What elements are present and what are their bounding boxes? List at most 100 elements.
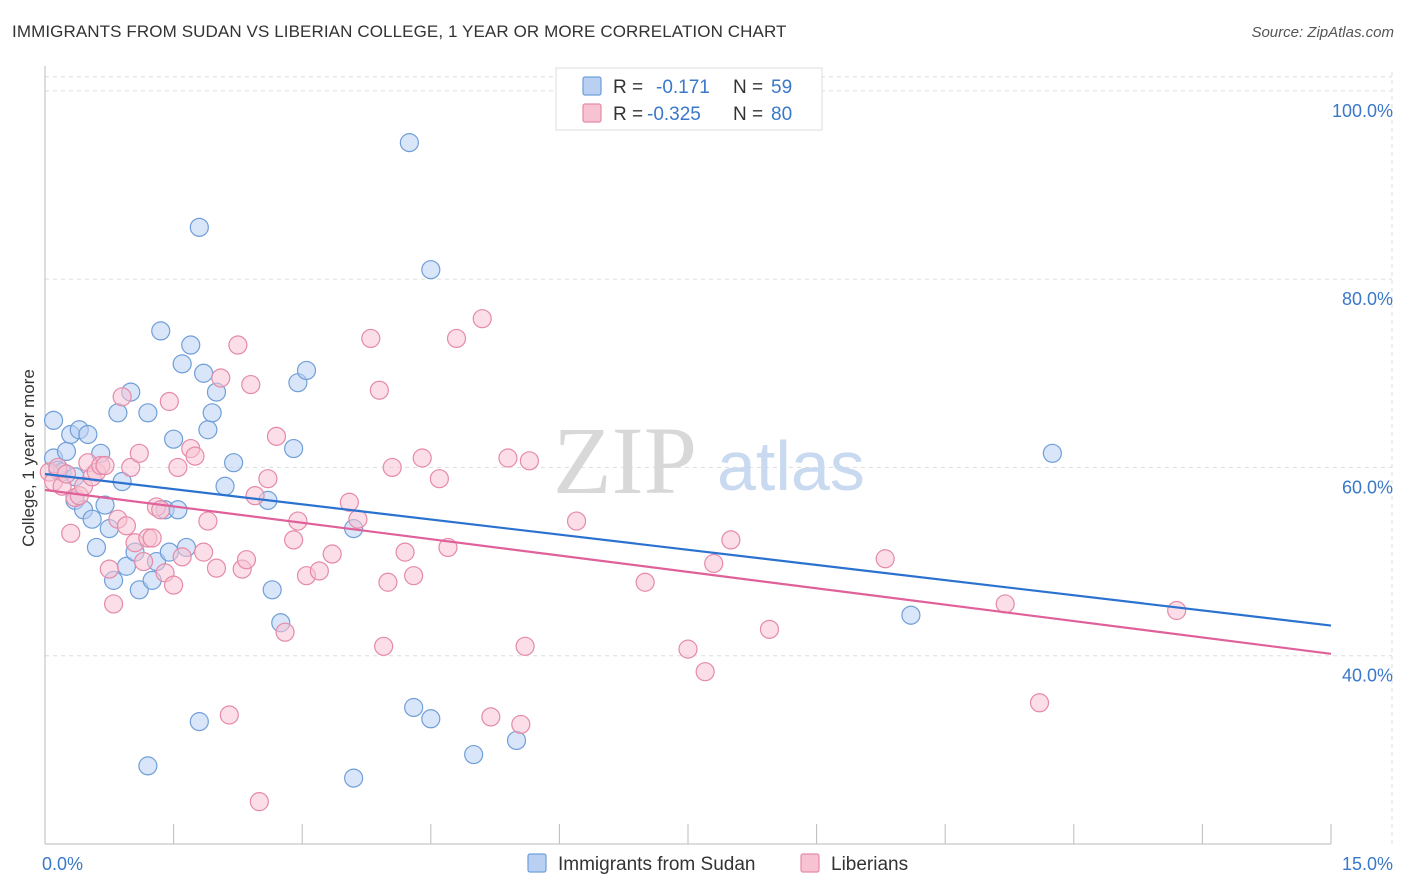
point-sudan <box>404 697 424 718</box>
legend-r-label-sudan: R = <box>613 77 643 98</box>
point-liberian <box>284 530 304 550</box>
grid-layer <box>45 72 1393 844</box>
point-liberian <box>112 387 132 407</box>
tick-label-layer: 40.0% 60.0% 80.0% 100.0% 0.0% 15.0% <box>42 101 1393 874</box>
point-liberian <box>228 335 248 355</box>
point-liberian <box>116 516 137 536</box>
point-liberian <box>1029 693 1050 713</box>
watermark: ZIP atlas <box>553 407 865 514</box>
point-liberian <box>164 575 184 595</box>
point-liberian <box>266 426 287 446</box>
top-legend: R = -0.171 N = 59 R = -0.325 N = 80 <box>555 67 823 131</box>
point-sudan <box>284 438 304 459</box>
point-sudan <box>189 217 209 237</box>
bottom-legend-label-liberian: Liberians <box>831 854 908 875</box>
point-liberian <box>566 511 587 531</box>
point-liberian <box>446 328 467 349</box>
point-sudan <box>181 335 201 355</box>
point-liberian <box>99 559 119 579</box>
point-sudan <box>138 756 158 776</box>
x-tick-label: 15.0% <box>1342 854 1393 874</box>
legend-n-value-liberian: 80 <box>771 104 792 125</box>
point-liberian <box>142 528 162 548</box>
point-sudan <box>296 360 317 381</box>
point-sudan <box>82 509 102 529</box>
bottom-legend: Immigrants from Sudan Liberians <box>527 853 908 875</box>
point-liberian <box>404 566 424 586</box>
legend-r-value-sudan: -0.171 <box>656 77 710 98</box>
watermark-atlas: atlas <box>717 427 865 505</box>
point-liberian <box>995 594 1015 614</box>
point-liberian <box>339 492 359 512</box>
point-sudan <box>78 424 98 445</box>
point-sudan <box>189 712 209 732</box>
point-liberian <box>395 542 415 562</box>
points-layer <box>39 133 1187 812</box>
y-tick-label: 80.0% <box>1342 289 1393 309</box>
point-liberian <box>121 457 141 478</box>
legend-r-label-liberian: R = <box>613 104 643 125</box>
point-liberian <box>759 619 780 639</box>
point-liberian <box>219 705 239 725</box>
point-sudan <box>421 260 441 280</box>
point-sudan <box>129 580 149 600</box>
point-liberian <box>194 542 214 562</box>
trend-layer <box>44 472 1332 655</box>
point-liberian <box>635 572 655 592</box>
point-liberian <box>56 464 77 484</box>
point-sudan <box>86 537 107 558</box>
point-liberian <box>236 550 257 570</box>
point-liberian <box>721 530 741 550</box>
point-liberian <box>704 553 724 574</box>
point-liberian <box>159 391 179 412</box>
point-liberian <box>133 551 154 572</box>
legend-r-value-liberian: -0.325 <box>647 104 701 125</box>
point-liberian <box>275 622 295 642</box>
point-sudan <box>194 363 214 383</box>
point-sudan <box>421 709 441 729</box>
bottom-legend-swatch-liberian <box>800 853 820 873</box>
point-sudan <box>151 321 171 341</box>
point-sudan <box>168 500 188 520</box>
point-liberian <box>61 523 81 543</box>
point-liberian <box>472 309 492 329</box>
point-liberian <box>382 457 402 478</box>
point-liberian <box>198 511 218 531</box>
y-axis-label: College, 1 year or more <box>19 369 38 547</box>
point-liberian <box>511 714 531 735</box>
point-liberian <box>168 457 188 478</box>
point-liberian <box>258 469 278 489</box>
point-liberian <box>695 662 715 682</box>
bottom-legend-swatch-sudan <box>527 853 547 873</box>
point-sudan <box>399 133 419 153</box>
point-sudan <box>224 453 244 473</box>
point-liberian <box>129 443 149 463</box>
point-liberian <box>245 486 265 506</box>
point-sudan <box>164 429 184 449</box>
point-sudan <box>95 495 115 515</box>
point-liberian <box>519 451 539 471</box>
trend-line-sudan <box>44 472 1332 627</box>
y-tick-label: 60.0% <box>1342 477 1393 497</box>
point-sudan <box>344 768 364 788</box>
legend-n-label-liberian: N = <box>733 104 763 125</box>
chart-title: IMMIGRANTS FROM SUDAN VS LIBERIAN COLLEG… <box>12 22 787 41</box>
point-liberian <box>369 380 389 400</box>
point-sudan <box>464 744 484 765</box>
point-liberian <box>249 792 269 812</box>
point-liberian <box>206 558 227 578</box>
point-liberian <box>378 572 398 592</box>
point-liberian <box>374 636 394 656</box>
y-tick-label: 40.0% <box>1342 666 1393 686</box>
point-sudan <box>172 354 192 374</box>
watermark-zip: ZIP <box>553 407 697 514</box>
point-liberian <box>185 446 205 466</box>
point-sudan <box>215 476 235 496</box>
point-sudan <box>56 441 77 462</box>
point-sudan <box>198 420 218 440</box>
point-sudan <box>506 730 527 751</box>
point-liberian <box>361 328 381 349</box>
point-liberian <box>515 636 535 656</box>
point-liberian <box>481 707 501 727</box>
